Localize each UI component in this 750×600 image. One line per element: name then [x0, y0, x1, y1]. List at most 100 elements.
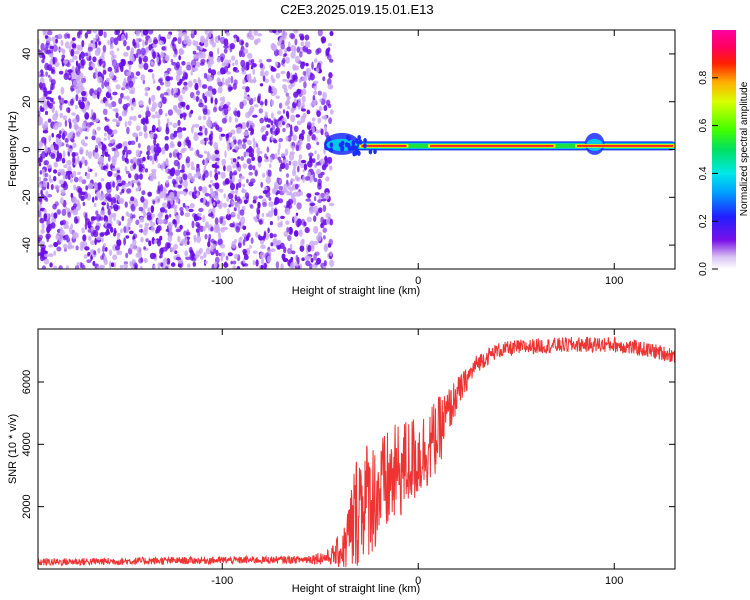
noise-speckle [142, 156, 146, 162]
noise-speckle [302, 77, 305, 82]
noise-speckle [204, 30, 209, 35]
noise-speckle [100, 193, 104, 200]
noise-speckle [100, 255, 104, 260]
noise-speckle [126, 126, 130, 135]
noise-speckle [189, 147, 194, 152]
noise-speckle [297, 165, 300, 173]
noise-speckle [55, 234, 59, 240]
noise-speckle [38, 210, 42, 218]
noise-speckle [65, 224, 70, 229]
noise-speckle [248, 153, 254, 158]
noise-speckle [135, 219, 140, 226]
noise-speckle [100, 156, 104, 164]
noise-speckle [122, 141, 128, 148]
noise-speckle [242, 263, 249, 267]
noise-speckle [183, 85, 189, 92]
noise-speckle [53, 143, 59, 151]
noise-speckle [130, 179, 137, 184]
noise-speckle [100, 264, 104, 269]
noise-speckle [220, 256, 224, 262]
noise-speckle [76, 155, 80, 163]
noise-speckle [107, 66, 113, 72]
noise-speckle [164, 113, 168, 117]
noise-speckle [281, 59, 284, 66]
band-blob [363, 137, 367, 144]
noise-speckle [312, 158, 316, 164]
noise-speckle [112, 254, 118, 261]
noise-speckle [273, 201, 278, 206]
noise-speckle [306, 110, 311, 115]
noise-speckle [58, 179, 65, 185]
noise-speckle [317, 173, 323, 179]
noise-speckle [212, 244, 216, 249]
noise-speckle [125, 252, 129, 259]
noise-speckle [45, 233, 51, 240]
noise-speckle [43, 120, 49, 129]
noise-speckle [263, 186, 268, 191]
noise-speckle [302, 71, 307, 76]
noise-speckle [90, 216, 96, 221]
noise-speckle [327, 103, 332, 109]
noise-speckle [126, 95, 130, 101]
noise-speckle [146, 150, 151, 156]
noise-speckle [121, 110, 128, 117]
noise-speckle [58, 235, 64, 243]
noise-speckle [282, 159, 289, 164]
snr-panel: -100 0 100 2000 4000 6000 Height of straight … [7, 328, 676, 595]
noise-speckle [291, 145, 295, 151]
noise-speckle [266, 124, 271, 128]
band-blob [351, 140, 356, 146]
noise-speckle [73, 203, 77, 208]
noise-speckle [53, 169, 58, 174]
noise-speckle [81, 90, 87, 97]
noise-speckle [76, 185, 82, 193]
noise-speckle [300, 159, 307, 164]
noise-speckle [328, 165, 333, 171]
noise-speckle [116, 47, 120, 52]
noise-speckle [107, 128, 113, 135]
noise-speckle [165, 266, 169, 269]
noise-speckle [223, 59, 229, 68]
noise-speckle [112, 204, 118, 210]
noise-speckle [200, 255, 204, 260]
noise-speckle [49, 262, 53, 268]
noise-speckle [172, 43, 177, 52]
noise-speckle [232, 265, 236, 269]
noise-speckle [88, 151, 92, 159]
noise-speckle [84, 112, 90, 120]
noise-speckle [177, 102, 183, 109]
noise-speckle [106, 228, 110, 235]
noise-speckle [92, 260, 96, 266]
noise-speckle [240, 59, 246, 68]
noise-speckle [294, 183, 299, 190]
noise-speckle [200, 58, 206, 64]
noise-speckle [238, 182, 242, 188]
noise-speckle [81, 179, 87, 185]
chart-title: C2E3.2025.019.15.01.E13 [280, 2, 433, 17]
noise-speckle [190, 70, 193, 76]
noise-speckle [236, 265, 241, 269]
noise-speckle [60, 188, 66, 196]
noise-speckle [79, 102, 84, 109]
noise-speckle [125, 102, 131, 107]
noise-speckle [329, 259, 335, 268]
noise-speckle [116, 169, 120, 174]
noise-speckle [142, 39, 145, 48]
noise-speckle [309, 206, 314, 215]
noise-speckle [182, 127, 187, 131]
noise-speckle [119, 198, 125, 204]
noise-speckle [286, 112, 290, 120]
noise-speckle [99, 163, 103, 168]
noise-speckle [327, 243, 332, 248]
noise-speckle [144, 92, 149, 97]
noise-speckle [85, 185, 89, 191]
noise-speckle [50, 222, 56, 229]
noise-speckle [252, 199, 257, 204]
noise-speckle [190, 109, 194, 115]
noise-speckle [58, 265, 63, 269]
noise-speckle [121, 215, 125, 222]
band-blob [329, 147, 333, 153]
noise-speckle [58, 95, 61, 100]
noise-speckle [329, 218, 334, 226]
band-blob [355, 138, 359, 144]
